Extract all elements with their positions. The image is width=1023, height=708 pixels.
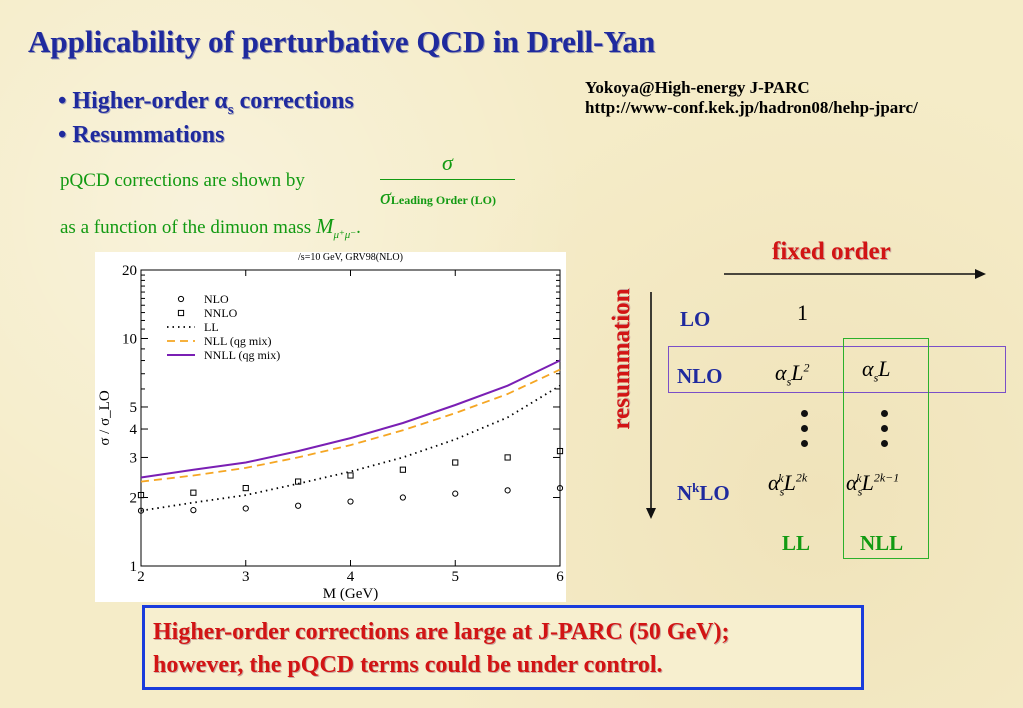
nnlo-point: [347, 472, 354, 479]
resummation-arrow: [646, 292, 656, 519]
row-lo: LO: [680, 307, 711, 331]
nnlo-point: [504, 454, 511, 461]
ellipsis-dot: [801, 425, 808, 432]
legend-marker-nlo: [177, 295, 185, 303]
legend-marker-nnlo: [177, 309, 185, 317]
x-axis-label: M (GeV): [323, 586, 378, 602]
legend-label: LL: [204, 320, 219, 334]
ratio-fraction: σ σLeading Order (LO): [380, 150, 515, 220]
fixed-order-arrow: [724, 269, 986, 279]
nklo-k: k: [692, 480, 700, 495]
nlo-point: [399, 494, 406, 501]
bullet1-suffix: corrections: [233, 88, 354, 114]
y-tick-label: 3: [130, 450, 138, 466]
y-tick-label: 20: [122, 263, 137, 279]
nlo-point: [504, 487, 511, 494]
x-tick-label: 3: [242, 569, 250, 585]
y-axis-label: σ / σ_LO: [97, 390, 113, 446]
nnlo-point: [137, 491, 145, 499]
bullet-resummations: • Resummations: [58, 122, 225, 148]
ellipsis-dot: [881, 425, 888, 432]
credit-url[interactable]: http://www-conf.kek.jp/hadron08/hehp-jpa…: [585, 98, 918, 117]
nk-ll-term: αskL2k: [768, 470, 808, 499]
ellipsis-dot: [881, 440, 888, 447]
bullet-higher-order: • Higher-order αs corrections: [58, 88, 354, 119]
x-tick-label: 6: [556, 569, 564, 585]
y-tick-label: 10: [122, 331, 137, 347]
mass-subscript: μ⁺μ⁻: [333, 228, 357, 241]
y-tick-label: 2: [130, 491, 138, 507]
nlo-point: [347, 498, 354, 505]
nklo-n: N: [677, 481, 693, 505]
denominator-subscript: Leading Order (LO): [390, 193, 496, 207]
legend-label: NLL (qg mix): [204, 334, 272, 348]
legend-label: NNLL (qg mix): [204, 348, 280, 362]
nlo-point: [295, 502, 302, 509]
series-line-nnll: [140, 359, 561, 479]
y-tick-label: 4: [130, 422, 138, 438]
fraction-denominator: σLeading Order (LO): [380, 184, 496, 210]
nnlo-point: [556, 447, 564, 455]
resummation-label-wrap: resummation: [604, 272, 640, 452]
nnlo-point: [242, 484, 249, 492]
row-nklo: NkLO: [677, 480, 730, 506]
x-tick-label: 5: [452, 569, 460, 585]
nlo-nll-term: αsL: [862, 356, 891, 385]
nlo-row-box: [668, 346, 1006, 393]
nnlo-point: [399, 466, 406, 473]
denominator-sigma: σ: [380, 184, 391, 209]
ratio-chart: /s=10 GeV, GRV98(NLO) 2 3 4 5 6 1 2 3 4 5 10 20 M (Ge…: [95, 252, 566, 602]
col-ll: LL: [782, 531, 811, 555]
conclusion-box: Higher-order corrections are large at J-…: [142, 605, 864, 690]
row-nlo: NLO: [677, 364, 723, 388]
x-tick-label: 4: [347, 569, 355, 585]
series-line-ll: [140, 384, 561, 512]
ellipsis-dot: [801, 410, 808, 417]
y-tick-label: 1: [130, 559, 138, 575]
nlo-point: [556, 484, 564, 492]
fixed-order-label: fixed order: [772, 238, 891, 265]
nlo-point: [137, 507, 145, 514]
legend-label: NLO: [204, 292, 229, 306]
alpha-symbol: α: [214, 88, 228, 114]
slide-title: Applicability of perturbative QCD in Dre…: [28, 24, 656, 59]
fraction-bar: [380, 179, 515, 180]
nklo-lo: LO: [699, 481, 730, 505]
fraction-numerator: σ: [442, 150, 453, 175]
bullet1-prefix: • Higher-order: [58, 88, 215, 114]
series-line-nll: [140, 368, 561, 483]
mass-sentence: as a function of the dimuon mass: [60, 217, 312, 238]
nlo-point: [242, 505, 249, 512]
ellipsis-dot: [801, 440, 808, 447]
nlo-ll-term: αsL2: [775, 360, 810, 389]
nlo-point: [190, 507, 197, 514]
alpha-subscript: s: [227, 101, 234, 118]
col-nll: NLL: [860, 531, 904, 555]
conclusion-line-1: Higher-order corrections are large at J-…: [153, 619, 730, 645]
y-tick-label: 5: [130, 400, 138, 416]
ellipsis-dot: [881, 410, 888, 417]
mass-period: .: [356, 217, 361, 238]
chart-title: /s=10 GeV, GRV98(NLO): [298, 252, 403, 263]
x-tick-label: 2: [137, 569, 145, 585]
nll-column-box: [843, 338, 929, 559]
nnlo-point: [452, 459, 459, 466]
mass-symbol: M: [315, 214, 334, 238]
mass-text: as a function of the dimuon mass Mμ⁺μ⁻.: [60, 214, 361, 241]
pqcd-text: pQCD corrections are shown by: [60, 170, 305, 191]
lo-value: 1: [797, 300, 808, 325]
credit-author: Yokoya@High-energy J-PARC: [585, 78, 810, 97]
nlo-point: [452, 490, 459, 497]
nk-nll-term: αskL2k−1: [846, 470, 900, 499]
nnlo-point: [190, 489, 197, 496]
resummation-label: resummation: [608, 288, 635, 430]
legend-label: NNLO: [204, 306, 238, 320]
nnlo-point: [295, 478, 302, 485]
credit-block: Yokoya@High-energy J-PARC http://www-con…: [585, 78, 918, 118]
conclusion-line-2: however, the pQCD terms could be under c…: [153, 652, 663, 678]
